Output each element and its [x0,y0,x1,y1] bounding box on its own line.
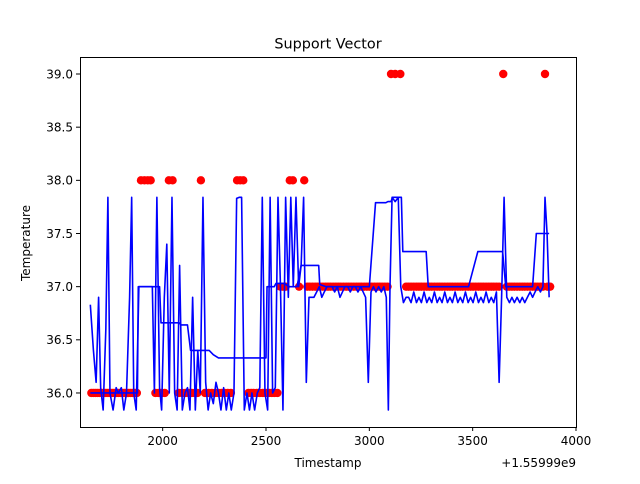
plot-series [87,69,555,411]
x-axis-ticks: 2000 2500 3000 3500 4000 [147,427,591,448]
scatter-point [499,69,508,79]
x-axis-label: Timestamp [294,456,362,470]
chart-title: Support Vector [274,37,381,53]
prediction-line [90,196,550,394]
x-tick-label: 2500 [251,434,282,448]
y-tick-label: 37.0 [46,280,73,294]
scatter-point [196,176,206,185]
y-axis-ticks: 36.0 36.5 37.0 37.5 38.0 38.5 39.0 [46,67,80,400]
y-tick-label: 36.0 [46,386,73,400]
scatter-point [540,69,550,79]
y-tick-label: 38.0 [46,174,73,188]
prediction-line [89,196,550,411]
scatter-point [396,69,405,79]
scatter-point [168,176,177,185]
scatter-point [146,176,155,185]
x-tick-label: 3000 [354,434,385,448]
scatter-point [288,176,298,185]
scatter-point [300,176,309,185]
x-axis-offset-label: +1.55999e9 [501,456,576,470]
x-tick-label: 3500 [457,434,488,448]
x-tick-label: 4000 [561,434,592,448]
scatter-point [239,176,248,185]
plot-frame [80,57,577,428]
y-tick-label: 39.0 [46,67,73,81]
y-tick-label: 37.5 [46,227,73,241]
y-tick-label: 38.5 [46,120,73,134]
scatter-point [273,388,282,398]
x-tick-label: 2000 [147,434,178,448]
y-tick-label: 36.5 [46,333,73,347]
y-axis-label: Temperature [19,205,33,282]
scatter-point [545,282,555,291]
